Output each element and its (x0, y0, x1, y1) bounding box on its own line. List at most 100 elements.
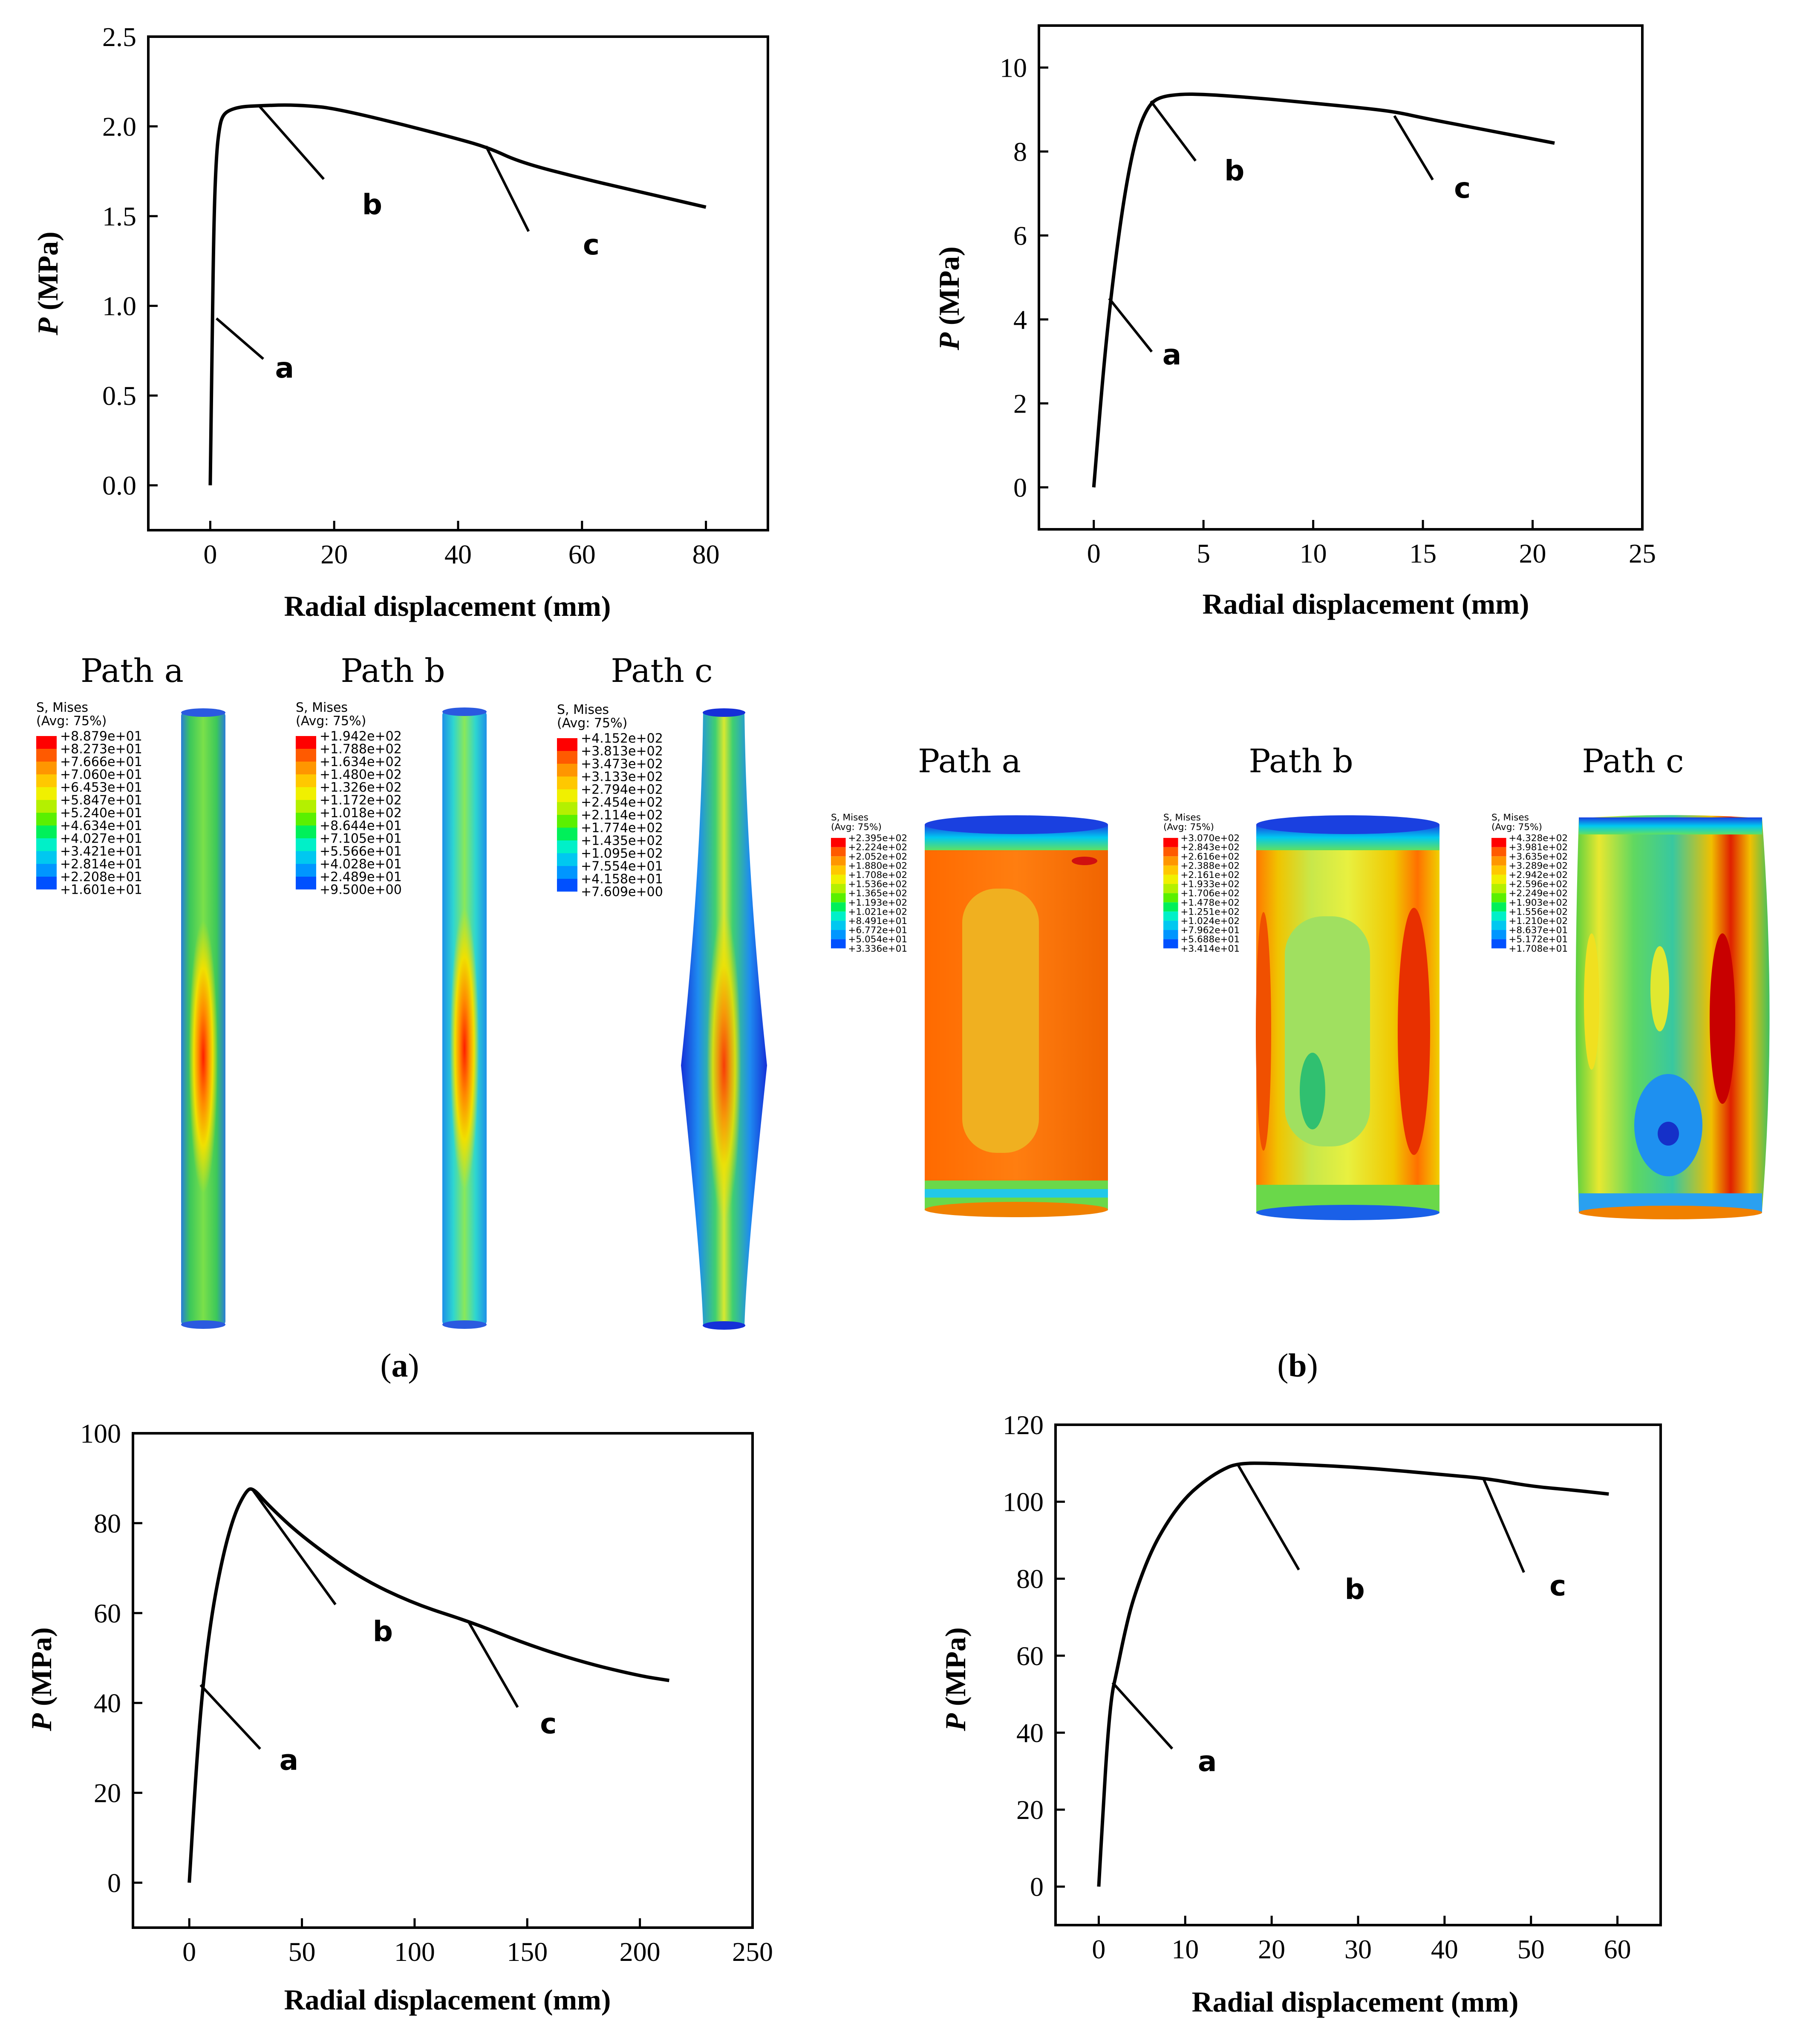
legend-swatch (1491, 847, 1506, 857)
legend-swatch (557, 764, 577, 777)
legend-value: +2.843e+02 (1180, 842, 1240, 853)
y-tick-label: 1.0 (102, 291, 136, 321)
annotation-label-b: b (1345, 1573, 1365, 1606)
legend-swatch (1163, 847, 1178, 857)
legend-value: +2.161e+02 (1180, 870, 1240, 881)
legend-value: +9.500e+00 (320, 883, 402, 898)
annotation-label-c: c (583, 228, 600, 261)
legend-swatch (296, 800, 316, 813)
y-axis-label: P (MPa) (939, 1627, 972, 1732)
legend-swatch (36, 826, 57, 838)
pressure-curve (1092, 92, 1555, 488)
path-c-title: Path c (1582, 742, 1684, 780)
annotation-label-c: c (540, 1707, 557, 1740)
y-tick-label: 40 (1016, 1718, 1044, 1748)
legend-value: +5.240e+01 (60, 806, 142, 821)
x-axis-label: Radial displacement (mm) (1192, 1986, 1519, 2018)
legend-title: S, Mises (1491, 812, 1529, 823)
legend-swatch (36, 851, 57, 864)
annotation-leader-a (215, 317, 264, 360)
legend-swatch (1491, 856, 1506, 866)
legend-swatch (557, 866, 577, 879)
annotation-leader-b (1150, 100, 1197, 162)
legend-swatch (1491, 893, 1506, 903)
x-tick-label: 0 (182, 1937, 196, 1967)
chart-top-right: 0 2 4 6 8 10 0 5 10 15 20 25 a b c Radial displaceme… (933, 24, 1656, 620)
chart-bottom-right: 0 20 40 60 80 100 120 0 10 20 30 40 50 60 a b c Radial… (939, 1410, 1662, 2018)
y-tick-label: 0.5 (102, 381, 136, 411)
legend-swatch (36, 838, 57, 851)
legend-swatch (36, 800, 57, 813)
x-tick-label: 15 (1409, 538, 1437, 569)
x-axis-label: Radial displacement (mm) (284, 590, 611, 622)
y-tick-label: 60 (94, 1598, 121, 1628)
legend-swatch (831, 893, 846, 903)
x-tick-label: 10 (1300, 538, 1327, 569)
legend-swatch (1491, 838, 1506, 847)
legend-swatch (557, 789, 577, 802)
cylinder-model-path-b (1256, 815, 1439, 1220)
legend-value: +2.489e+01 (320, 870, 402, 885)
legend-value: +1.942e+02 (320, 729, 402, 744)
annotation-leader-c (1482, 1478, 1525, 1573)
legend-value: +3.473e+02 (581, 757, 663, 772)
x-tick-label: 80 (692, 539, 720, 569)
legend-swatch (1491, 875, 1506, 884)
legend-value: +3.289e+02 (1509, 860, 1568, 871)
x-axis-label: Radial displacement (mm) (284, 1983, 611, 2016)
y-tick-label: 0 (1013, 473, 1027, 503)
legend-value: +1.706e+02 (1180, 888, 1240, 899)
legend-value: +2.114e+02 (581, 808, 663, 823)
legend-swatch (1491, 930, 1506, 939)
x-tick-label: 50 (1517, 1934, 1545, 1964)
legend-swatch (1163, 939, 1178, 949)
legend-swatch (831, 902, 846, 912)
y-tick-label: 6 (1013, 221, 1027, 251)
path-annotations: a b c (199, 1489, 557, 1777)
legend-swatch (1163, 875, 1178, 884)
legend-swatch (1163, 893, 1178, 903)
legend-swatch (36, 774, 57, 787)
legend-value: +6.453e+01 (60, 780, 142, 795)
annotation-leader-a (199, 1684, 261, 1750)
legend-swatch (296, 877, 316, 889)
legend-value: +7.554e+01 (581, 859, 663, 874)
legend-value: +1.365e+02 (848, 888, 907, 899)
y-axis-ticks: 0 20 40 60 80 100 (80, 1418, 142, 1898)
annotation-leader-b (1236, 1462, 1300, 1571)
fem-panel-a: Path a Path b Path c S, Mises(Avg: 75%)+… (36, 652, 767, 1330)
x-tick-label: 40 (444, 539, 472, 569)
legend-value: +2.942e+02 (1509, 870, 1568, 881)
y-tick-label: 120 (1003, 1410, 1044, 1440)
panel-label-b: (b) (1277, 1347, 1318, 1384)
legend-swatch (296, 838, 316, 851)
legend-swatch (557, 853, 577, 866)
legend-value: +3.981e+02 (1509, 842, 1568, 853)
legend-value: +1.774e+02 (581, 821, 663, 836)
path-b-title: Path b (1249, 742, 1353, 780)
legend-value: +1.536e+02 (848, 879, 907, 890)
x-axis-ticks: 0 50 100 150 200 250 (182, 1918, 773, 1967)
legend-value: +1.933e+02 (1180, 879, 1240, 890)
legend-value: +7.105e+01 (320, 831, 402, 846)
plot-frame (1054, 1423, 1662, 1926)
x-axis-label: Radial displacement (mm) (1203, 588, 1529, 620)
legend-value: +8.644e+01 (320, 819, 402, 834)
legend-avg: (Avg: 75%) (296, 714, 366, 729)
annotation-label-b: b (373, 1615, 393, 1648)
legend-value: +2.052e+02 (848, 852, 907, 862)
annotation-label-b: b (362, 188, 382, 221)
y-axis-label: P (MPa) (25, 1627, 58, 1732)
legend-value: +5.688e+01 (1180, 934, 1240, 945)
legend-value: +3.336e+01 (848, 944, 907, 954)
annotation-label-b: b (1224, 154, 1244, 187)
legend-value: +1.880e+02 (848, 860, 907, 871)
legend-value: +5.847e+01 (60, 793, 142, 808)
legend-value: +8.879e+01 (60, 729, 142, 744)
annotation-label-c: c (1549, 1570, 1566, 1602)
y-tick-label: 20 (1016, 1795, 1044, 1825)
legend-value: +7.609e+00 (581, 885, 663, 900)
legend-swatch (1163, 930, 1178, 939)
legend-value: +1.708e+02 (848, 870, 907, 881)
legend-swatch (36, 749, 57, 762)
